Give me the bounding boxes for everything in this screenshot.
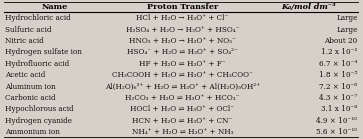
- Text: Large: Large: [336, 26, 358, 34]
- Text: Acetic acid: Acetic acid: [5, 71, 46, 79]
- Text: Hydrogen sulfate ion: Hydrogen sulfate ion: [5, 49, 82, 56]
- Text: 6.7 × 10⁻⁴: 6.7 × 10⁻⁴: [319, 60, 358, 68]
- Text: 5.6 × 10⁻¹⁰: 5.6 × 10⁻¹⁰: [317, 128, 358, 136]
- Text: Large: Large: [336, 14, 358, 22]
- Text: 1.2 x 10⁻²: 1.2 x 10⁻²: [321, 49, 358, 56]
- Text: 1.8 × 10⁻⁵: 1.8 × 10⁻⁵: [319, 71, 358, 79]
- Text: Al(H₂O)₆³⁺ + H₂O ⇌ H₃O⁺ + Al(H₂O)₅OH²⁺: Al(H₂O)₆³⁺ + H₂O ⇌ H₃O⁺ + Al(H₂O)₅OH²⁺: [105, 83, 260, 90]
- Text: Hydrogen cyanide: Hydrogen cyanide: [5, 117, 72, 125]
- Text: HCl + H₂O → H₃O⁺ + Cl⁻: HCl + H₂O → H₃O⁺ + Cl⁻: [136, 14, 229, 22]
- Text: Sulfuric acid: Sulfuric acid: [5, 26, 52, 34]
- Text: Hydrofluoric acid: Hydrofluoric acid: [5, 60, 70, 68]
- Text: Nitric acid: Nitric acid: [5, 37, 44, 45]
- Text: Carbonic acid: Carbonic acid: [5, 94, 56, 102]
- Text: Ammonium ion: Ammonium ion: [5, 128, 60, 136]
- Text: HF + H₂O ⇌ H₃O⁺ + F⁻: HF + H₂O ⇌ H₃O⁺ + F⁻: [139, 60, 226, 68]
- Text: Name: Name: [42, 3, 68, 11]
- Text: 3.1 x 10⁻⁸: 3.1 x 10⁻⁸: [321, 105, 358, 113]
- Text: HNO₃ + H₂O → H₃O⁺ + NO₃⁻: HNO₃ + H₂O → H₃O⁺ + NO₃⁻: [129, 37, 236, 45]
- Text: Aluminum ion: Aluminum ion: [5, 83, 56, 90]
- Text: HOCl + H₂O ⇌ H₃O⁺ + OCl⁻: HOCl + H₂O ⇌ H₃O⁺ + OCl⁻: [130, 105, 234, 113]
- Text: HCN + H₂O ⇌ H₃O⁺ + CN⁻: HCN + H₂O ⇌ H₃O⁺ + CN⁻: [132, 117, 233, 125]
- Text: 4.9 × 10⁻¹⁰: 4.9 × 10⁻¹⁰: [317, 117, 358, 125]
- Text: Proton Transfer: Proton Transfer: [147, 3, 218, 11]
- Text: Hydrochloric acid: Hydrochloric acid: [5, 14, 71, 22]
- Text: H₂SO₄ + H₂O → H₃O⁺ + HSO₄⁻: H₂SO₄ + H₂O → H₃O⁺ + HSO₄⁻: [126, 26, 239, 34]
- Text: HSO₄⁻ + H₂O ⇌ H₃O⁺ + SO₄²⁻: HSO₄⁻ + H₂O ⇌ H₃O⁺ + SO₄²⁻: [127, 49, 238, 56]
- Text: H₂CO₃ + H₂O ⇌ H₃O⁺ + HCO₃⁻: H₂CO₃ + H₂O ⇌ H₃O⁺ + HCO₃⁻: [125, 94, 240, 102]
- Text: Hypochlorous acid: Hypochlorous acid: [5, 105, 74, 113]
- Text: About 20: About 20: [325, 37, 358, 45]
- Text: NH₄⁺ + H₂O ⇌ H₃O⁺ + NH₃: NH₄⁺ + H₂O ⇌ H₃O⁺ + NH₃: [131, 128, 233, 136]
- Text: Kₐ/mol dm⁻³: Kₐ/mol dm⁻³: [282, 3, 336, 11]
- Text: 4.3 × 10⁻⁷: 4.3 × 10⁻⁷: [319, 94, 358, 102]
- Text: 7.2 × 10⁻⁶: 7.2 × 10⁻⁶: [319, 83, 358, 90]
- Text: CH₃COOH + H₂O ⇌ H₃O⁺ + CH₃COO⁻: CH₃COOH + H₂O ⇌ H₃O⁺ + CH₃COO⁻: [112, 71, 253, 79]
